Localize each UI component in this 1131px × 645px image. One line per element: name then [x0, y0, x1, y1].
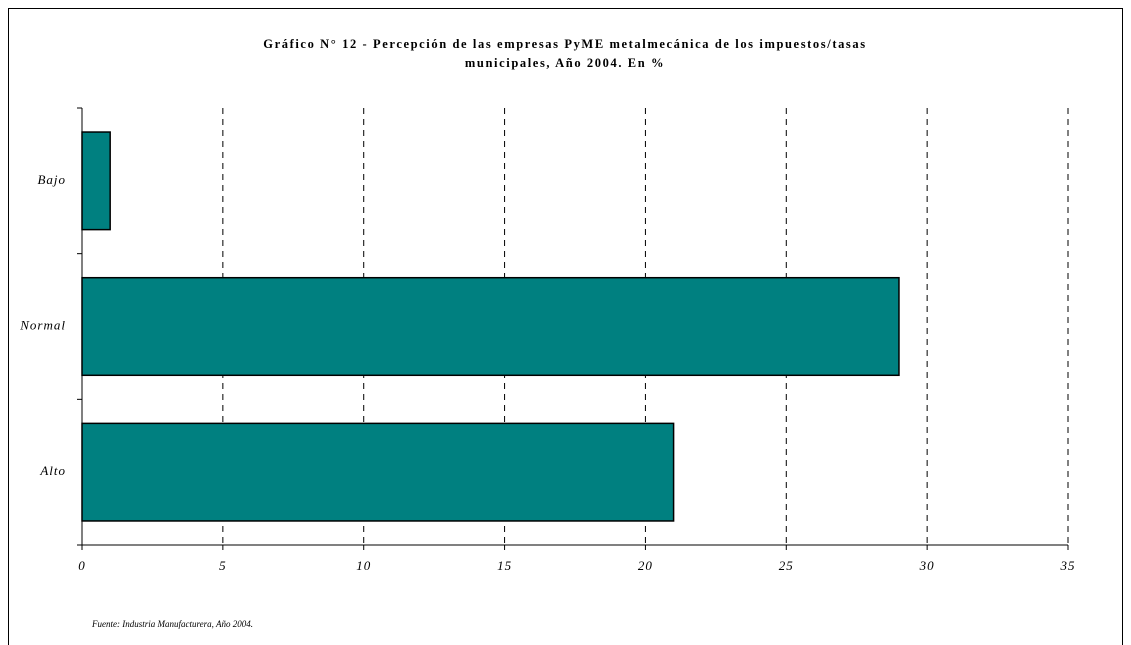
x-tick-label: 35	[1060, 558, 1076, 573]
x-tick-label: 25	[779, 558, 794, 573]
chart-title: municipales, Año 2004. En %	[465, 56, 665, 70]
bar	[81, 131, 111, 231]
x-tick-label: 15	[497, 558, 512, 573]
bar	[81, 422, 675, 522]
x-tick-label: 10	[356, 558, 371, 573]
y-tick-label: Bajo	[37, 172, 66, 187]
x-tick-label: 5	[219, 558, 227, 573]
x-tick-label: 20	[638, 558, 653, 573]
chart-title: Gráfico N° 12 - Percepción de las empres…	[263, 37, 866, 51]
bar	[81, 276, 900, 377]
y-tick-label: Normal	[19, 317, 66, 332]
x-tick-label: 30	[919, 558, 935, 573]
x-tick-label: 0	[78, 558, 86, 573]
y-tick-label: Alto	[39, 463, 66, 478]
source-note: Fuente: Industria Manufacturera, Año 200…	[91, 619, 253, 629]
